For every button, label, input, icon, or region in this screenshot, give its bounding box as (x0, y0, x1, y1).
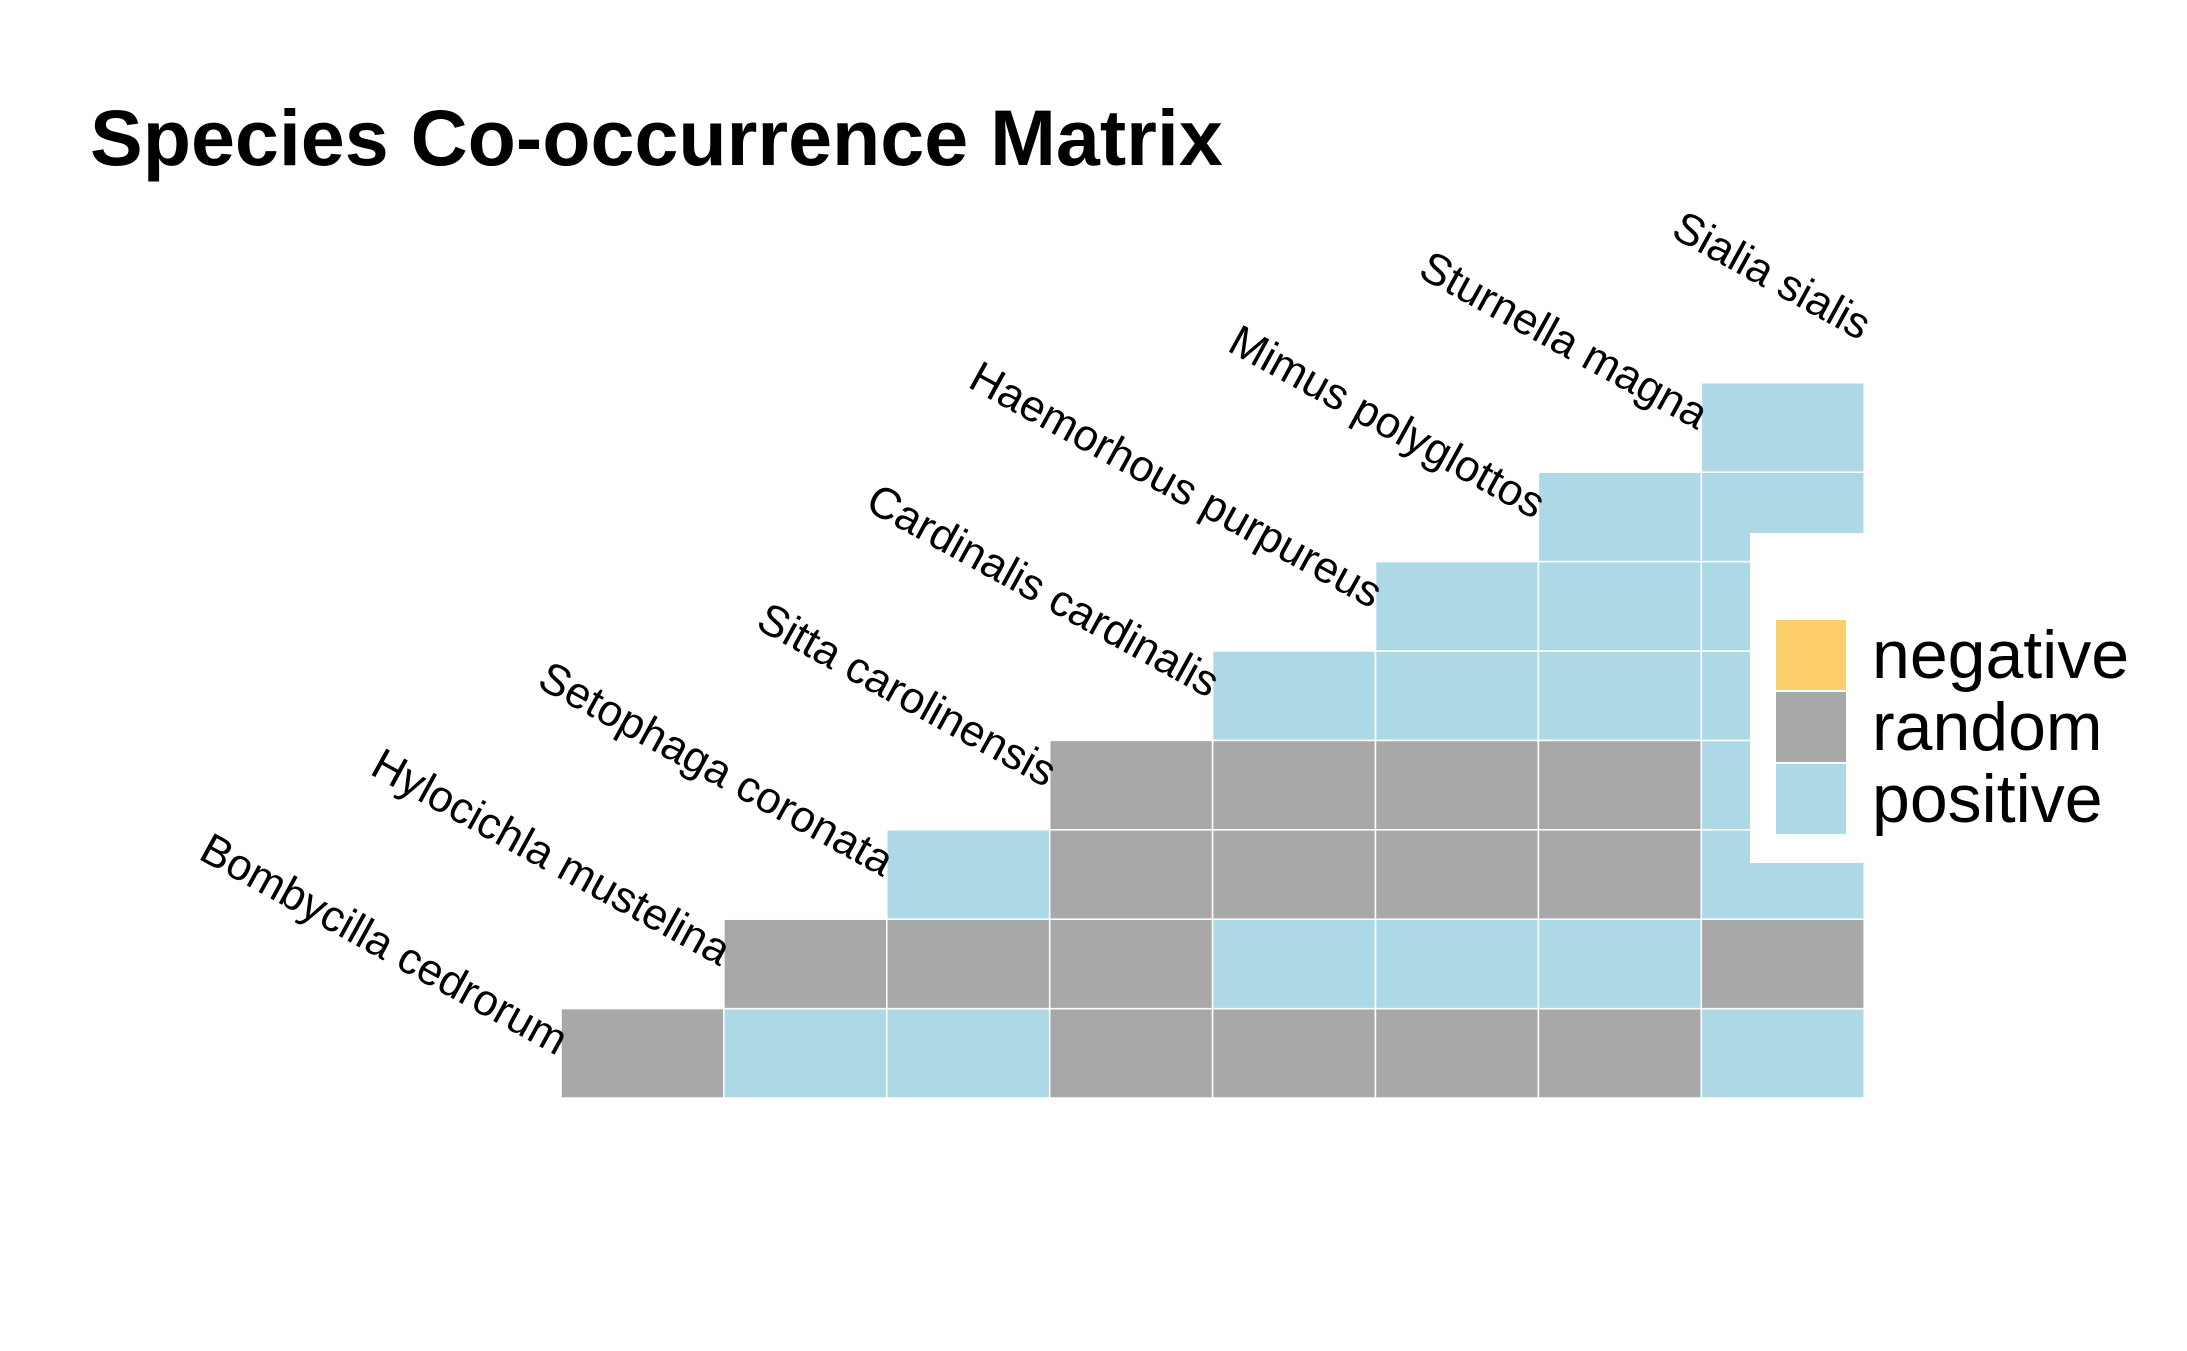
species-label-3: Sitta carolinensis (749, 593, 1064, 796)
matrix-cell-2-6 (1537, 829, 1703, 920)
matrix-cell-2-2 (886, 829, 1051, 920)
species-label-8: Sialia sialis (1665, 202, 1879, 350)
legend-item-negative: negative (1776, 620, 2129, 690)
matrix-cell-0-2 (886, 1007, 1051, 1099)
matrix-cell-0-7 (1700, 1007, 1865, 1099)
matrix-cell-3-3 (1048, 739, 1214, 831)
matrix-cell-0-4 (1211, 1007, 1377, 1099)
matrix-cell-0-3 (1048, 1007, 1214, 1099)
species-label-7: Sturnella magna (1412, 242, 1717, 440)
chart-title: Species Co-occurrence Matrix (90, 93, 1223, 182)
matrix-cell-1-3 (1048, 918, 1214, 1010)
matrix-cell-5-5 (1374, 560, 1540, 652)
legend-item-positive: positive (1776, 764, 2103, 834)
matrix-cell-1-5 (1374, 918, 1540, 1010)
matrix-cell-1-6 (1537, 918, 1703, 1010)
matrix-cell-7-7 (1700, 382, 1865, 473)
legend-item-random: random (1776, 692, 2103, 762)
legend-swatch-negative (1776, 620, 1846, 690)
matrix-cell-0-0 (560, 1007, 725, 1099)
matrix-cell-2-3 (1048, 829, 1214, 920)
matrix-cell-4-4 (1211, 650, 1377, 742)
matrix-cell-3-4 (1211, 739, 1377, 831)
matrix-cell-2-5 (1374, 829, 1540, 920)
matrix-cell-0-5 (1374, 1007, 1540, 1099)
matrix-cell-3-5 (1374, 739, 1540, 831)
matrix-cell-1-7 (1700, 918, 1865, 1010)
matrix-cell-6-6 (1537, 471, 1703, 563)
legend-swatch-positive (1776, 764, 1846, 834)
matrix-cell-1-1 (723, 918, 888, 1010)
legend: negative random positive (1750, 533, 2187, 863)
legend-label-negative: negative (1872, 617, 2130, 693)
matrix-cell-0-1 (723, 1007, 888, 1099)
legend-swatch-random (1776, 692, 1846, 762)
matrix-cell-3-6 (1537, 739, 1703, 831)
legend-label-random: random (1872, 689, 2103, 765)
matrix-cell-1-4 (1211, 918, 1377, 1010)
matrix-cell-5-6 (1537, 560, 1703, 652)
matrix-cell-4-5 (1374, 650, 1540, 742)
matrix-cell-1-2 (886, 918, 1051, 1010)
species-label-6: Mimus polyglottos (1221, 316, 1553, 529)
legend-label-positive: positive (1872, 761, 2103, 837)
matrix-cell-4-6 (1537, 650, 1703, 742)
matrix-cell-0-6 (1537, 1007, 1703, 1099)
matrix-cell-2-4 (1211, 829, 1377, 920)
